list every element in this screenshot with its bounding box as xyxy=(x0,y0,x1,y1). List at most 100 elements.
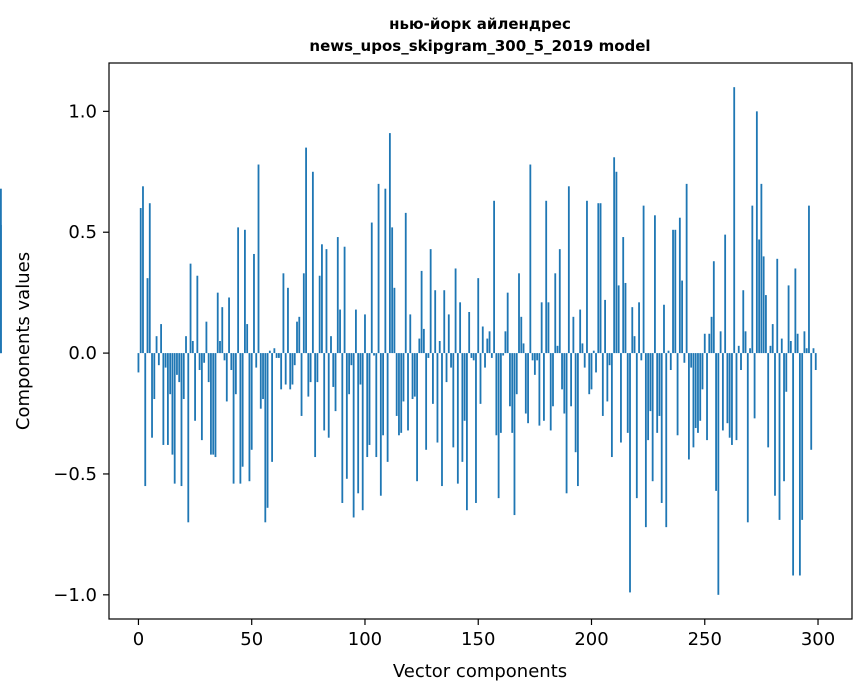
bar-100 xyxy=(364,314,366,354)
bar-109 xyxy=(384,188,387,354)
bar-166 xyxy=(513,353,516,516)
y-tick-label: 1.0 xyxy=(68,101,97,122)
bar-272 xyxy=(753,353,756,419)
bar-184 xyxy=(554,273,557,354)
bar-277 xyxy=(765,295,767,354)
bar-165 xyxy=(511,353,514,433)
bar-185 xyxy=(556,345,559,354)
bar-257 xyxy=(719,331,722,354)
bar-99 xyxy=(361,353,364,511)
bar-283 xyxy=(778,353,781,520)
bar-275 xyxy=(760,183,763,354)
bar-288 xyxy=(789,341,792,354)
bar-293 xyxy=(801,353,804,520)
bar-83 xyxy=(325,249,328,354)
bar-145 xyxy=(466,353,468,511)
bar-123 xyxy=(416,353,418,482)
bar-278 xyxy=(767,353,770,448)
bar-54 xyxy=(259,353,262,409)
x-tick-label: 0 xyxy=(133,629,144,650)
bar-52 xyxy=(255,353,258,368)
bar-183 xyxy=(552,353,554,407)
bar-221 xyxy=(638,302,640,354)
bar-46 xyxy=(241,353,244,467)
bar-160 xyxy=(499,353,502,433)
bar-234 xyxy=(667,350,670,354)
bar-150 xyxy=(477,278,480,354)
bar-266 xyxy=(740,353,742,371)
y-axis-ticks: −1.0 −0.5 0.0 0.5 1.0 xyxy=(53,101,109,606)
bar-138 xyxy=(450,353,452,368)
bar-178 xyxy=(540,302,543,354)
bar-45 xyxy=(239,353,242,484)
bar-114 xyxy=(395,353,398,416)
bar-72 xyxy=(300,353,303,416)
bar-143 xyxy=(461,353,464,462)
bar-188 xyxy=(563,353,566,414)
bar-15 xyxy=(171,353,174,455)
bar-23 xyxy=(189,263,192,354)
bar-129 xyxy=(429,249,432,354)
bar-63 xyxy=(280,353,283,390)
bar-193 xyxy=(574,353,577,453)
bar-271 xyxy=(751,205,754,354)
bar-248 xyxy=(699,353,702,421)
bar-139 xyxy=(452,353,455,448)
bar-187 xyxy=(561,353,563,390)
bar-80 xyxy=(318,275,321,354)
bar-298 xyxy=(812,348,815,354)
bar-259 xyxy=(724,234,727,354)
bar-134 xyxy=(441,353,443,487)
x-tick-label: 250 xyxy=(688,629,722,650)
bar-142 xyxy=(459,302,462,354)
bar-236 xyxy=(672,229,674,354)
bar-57 xyxy=(266,353,269,508)
bar-124 xyxy=(418,338,421,354)
bar-122 xyxy=(413,353,416,397)
bar-86 xyxy=(332,353,335,387)
bar-249 xyxy=(701,353,704,390)
bar-29 xyxy=(203,353,206,363)
bar-181 xyxy=(547,302,550,354)
bar-255 xyxy=(715,353,717,491)
bar-220 xyxy=(635,353,638,499)
bar-48 xyxy=(246,324,249,354)
y-tick-label: 0.0 xyxy=(68,343,97,364)
bar-8 xyxy=(155,336,158,354)
bar-260 xyxy=(726,353,729,424)
bar-267 xyxy=(742,290,745,354)
bar-2 xyxy=(142,186,144,354)
bar-226 xyxy=(649,353,652,412)
bar-162 xyxy=(504,331,507,354)
bar-71 xyxy=(298,316,301,354)
bar-213 xyxy=(620,353,622,443)
bar-56 xyxy=(264,353,267,523)
bar-131 xyxy=(434,290,437,354)
bar-287 xyxy=(787,285,790,354)
bar-84 xyxy=(327,353,330,438)
bar-4 xyxy=(146,278,149,354)
bar-268 xyxy=(744,331,747,354)
bar-191 xyxy=(570,353,573,407)
bar-126 xyxy=(422,328,425,354)
bar-292 xyxy=(798,353,801,576)
bar-49 xyxy=(248,353,251,482)
x-tick-label: 150 xyxy=(461,629,495,650)
bar-113 xyxy=(393,287,396,354)
bar-130 xyxy=(432,353,434,404)
x-tick-label: 300 xyxy=(801,629,835,650)
bar-98 xyxy=(359,353,362,385)
bar-20 xyxy=(182,353,185,400)
bar-140 xyxy=(454,268,457,354)
bar-175 xyxy=(533,353,536,375)
bar-24 xyxy=(191,341,194,354)
bar-173 xyxy=(529,164,532,354)
bar-196 xyxy=(581,343,584,354)
bar-240 xyxy=(681,280,684,354)
bar-127 xyxy=(425,353,428,450)
bar-243 xyxy=(688,353,690,460)
bar-155 xyxy=(488,331,491,354)
bar-30 xyxy=(205,321,208,354)
bar-262 xyxy=(731,353,733,445)
